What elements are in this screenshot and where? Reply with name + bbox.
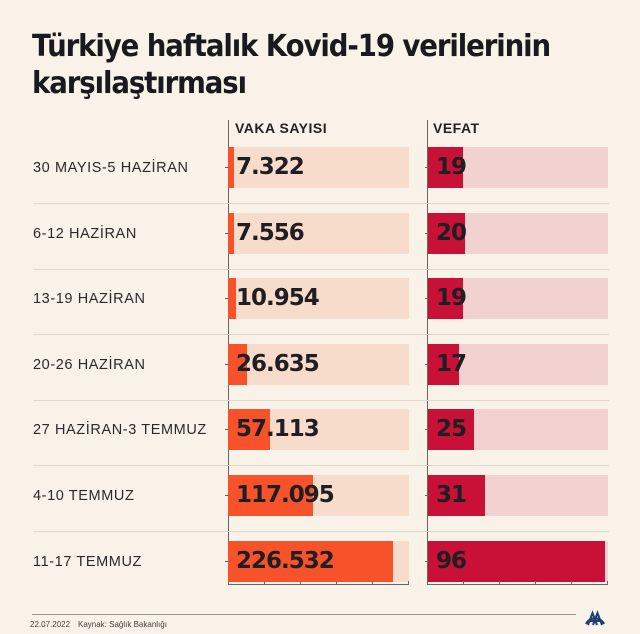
column-header-vefat: VEFAT [433,120,480,136]
vefat-bar [428,475,486,516]
vefat-track: 96 [428,541,608,582]
vaka-bar [228,278,236,319]
vefat-bar [428,278,464,319]
vaka-bar [228,213,234,254]
axis-tick [463,581,464,585]
row-label: 13-19 HAZİRAN [33,291,146,307]
vaka-value: 57.113 [236,416,320,442]
vefat-bar [428,147,464,188]
vefat-value: 19 [436,285,467,311]
axis-tick [300,581,301,585]
axis-tick [425,167,429,168]
vefat-track: 20 [428,213,608,254]
vaka-value: 7.556 [236,220,305,246]
vaka-bar [228,147,234,188]
axis-tick [372,581,373,585]
axis-tick [225,298,229,299]
axis-tick [225,429,229,430]
vefat-track: 31 [428,475,608,516]
row-divider [33,269,609,270]
vaka-value: 117.095 [236,482,335,508]
axis-tick [425,298,429,299]
vaka-track: 226.532 [228,541,409,582]
row-divider [33,334,609,335]
axis-tick [425,561,429,562]
vaka-bar [228,541,394,582]
vaka-bar [228,475,314,516]
axis-tick [425,495,429,496]
row-divider [33,400,609,401]
vefat-bar [428,541,606,582]
row-label: 30 MAYIS-5 HAZİRAN [33,160,189,176]
axis-tick [225,364,229,365]
vefat-bar [428,213,465,254]
axis-tick [535,581,536,585]
axis-tick [225,233,229,234]
vefat-value: 20 [436,220,467,246]
vaka-track: 117.095 [228,475,409,516]
axis-tick [425,429,429,430]
row-label: 11-17 TEMMUZ [33,554,142,570]
axis-tick [225,167,229,168]
vaka-bar [228,409,270,450]
vefat-value: 25 [436,416,467,442]
vefat-track: 19 [428,147,608,188]
vefat-bar [428,344,460,385]
vefat-bar [428,409,475,450]
aa-logo-icon [585,610,605,626]
row-label: 27 HAZİRAN-3 TEMMUZ [33,422,207,438]
vefat-track: 17 [428,344,608,385]
footer-divider [32,614,576,615]
chart-title: Türkiye haftalık Kovid-19 verilerinin ka… [32,29,551,101]
vaka-track: 26.635 [228,344,409,385]
row-divider [33,465,609,466]
vaka-bar [228,344,248,385]
axis-tick [425,364,429,365]
footer-date: 22.07.2022 [30,620,71,629]
axis-tick [607,581,608,585]
axis-tick [264,581,265,585]
vefat-value: 17 [436,351,467,377]
row-divider [33,203,609,204]
column-header-vaka: VAKA SAYISI [235,120,328,136]
vefat-track: 19 [428,278,608,319]
vaka-value: 26.635 [236,351,320,377]
vefat-value: 96 [436,548,467,574]
footer-source: Kaynak: Sağlık Bakanlığı [78,620,167,629]
vaka-value: 7.322 [236,154,305,180]
axis-tick [336,581,337,585]
axis-tick [408,581,409,585]
axis-tick [499,581,500,585]
vefat-value: 31 [436,482,467,508]
vaka-value: 10.954 [236,285,320,311]
vaka-track: 7.556 [228,213,409,254]
vefat-track: 25 [428,409,608,450]
vaka-track: 10.954 [228,278,409,319]
axis-tick [225,561,229,562]
vaka-track: 7.322 [228,147,409,188]
vefat-axis [427,120,428,585]
row-label: 20-26 HAZİRAN [33,357,146,373]
row-label: 6-12 HAZİRAN [33,226,137,242]
vefat-bottom-axis [427,584,608,585]
vaka-value: 226.532 [236,548,335,574]
axis-tick [225,495,229,496]
axis-tick [425,233,429,234]
vaka-track: 57.113 [228,409,409,450]
vaka-bottom-axis [228,584,409,585]
row-label: 4-10 TEMMUZ [33,488,135,504]
vefat-value: 19 [436,154,467,180]
axis-tick [571,581,572,585]
row-divider [33,531,609,532]
